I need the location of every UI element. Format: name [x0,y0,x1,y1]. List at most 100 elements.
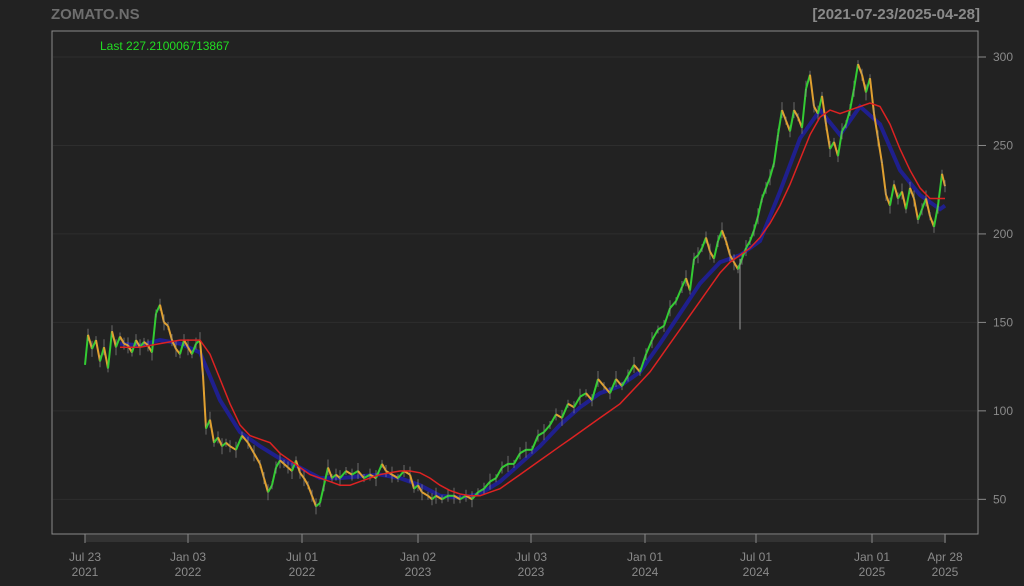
price-segment [363,473,371,479]
price-segment [381,463,387,472]
x-axis-band [85,535,946,542]
price-segment [689,258,695,291]
price-segment [693,254,699,260]
price-segment [801,88,807,128]
price-segment [633,364,641,373]
price-segment [465,494,473,501]
price-segment [351,470,359,476]
price-segment [639,353,647,373]
price-segment [417,484,423,493]
price-segment [729,254,735,263]
price-segment [183,339,189,348]
price-segment [757,198,763,217]
price-segment [441,494,449,501]
last-price-label: Last 227.210006713867 [100,39,230,53]
price-segment [229,445,237,451]
price-segment [549,413,557,426]
price-segment [453,494,461,501]
price-segment [745,240,751,249]
price-segment [793,109,799,118]
x-tick-label: Jul 23 [69,550,101,564]
price-segment [651,329,659,341]
price-segment [825,124,831,150]
price-segment [663,307,671,327]
y-tick-label: 200 [993,227,1013,241]
sma-short-line [119,103,947,500]
price-segment [817,95,823,114]
price-segment [95,339,101,362]
x-tick-label: Jan 02 [400,550,436,564]
price-segment [143,341,149,347]
x-tick-year: 2025 [932,565,959,579]
y-tick-label: 150 [993,315,1013,329]
price-segment [299,472,305,479]
price-segment [131,339,137,353]
price-segment [761,187,767,199]
x-tick-label: Jul 01 [286,550,318,564]
price-segment [773,134,779,164]
price-segment [573,396,581,408]
price-segment [777,109,783,135]
price-segment [235,435,243,451]
price-segment [857,63,863,76]
price-segment [873,113,879,139]
y-tick-label: 100 [993,404,1013,418]
price-segment [905,187,911,210]
price-segment [427,495,433,501]
price-segment [409,474,415,489]
price-segment [179,339,185,355]
x-tick-year: 2023 [405,565,432,579]
x-tick-label: Jul 01 [740,550,772,564]
price-segment [519,448,527,455]
price-segment [339,470,347,479]
price-segment [849,88,855,111]
price-segment [279,459,285,465]
price-segment [531,435,539,451]
price-segment [139,341,145,348]
price-segment [917,208,923,221]
price-segment [477,487,485,494]
price-segment [621,375,629,387]
price-segment [603,385,611,394]
price-segment [555,413,563,419]
price-segment [199,340,204,376]
price-segment [705,237,711,252]
price-segment [151,313,157,353]
price-segment [821,95,827,125]
price-segment [495,467,503,479]
price-segment [889,184,895,206]
y-axis: 50 100 150 200 250 300 [978,50,1013,506]
price-segment [781,109,787,122]
price-segment [307,484,313,497]
price-segment [271,467,277,486]
price-segment [99,346,105,362]
price-segment [421,491,429,497]
price-segment [809,74,815,107]
price-segment [537,431,545,437]
price-segment [645,339,653,355]
price-segment [881,163,887,196]
chart-title: ZOMATO.NS [51,6,140,23]
price-segment [591,378,599,401]
price-segment [259,463,265,479]
sma-long-line [120,102,945,497]
price-segment [933,205,939,228]
x-tick-year: 2024 [743,565,770,579]
price-segment [435,494,443,501]
price-segment [765,176,771,189]
price-segment [247,442,255,454]
price-segment [749,230,755,242]
price-segment [267,484,273,493]
price-segment [202,375,207,429]
grid-lines [53,56,977,500]
price-segment [681,277,687,288]
price-segment [323,467,329,486]
price-segment [303,477,309,486]
price-segment [585,392,593,401]
price-segment [107,331,113,369]
price-segment [159,304,165,323]
price-segment [937,173,943,206]
price-segment [543,424,551,433]
